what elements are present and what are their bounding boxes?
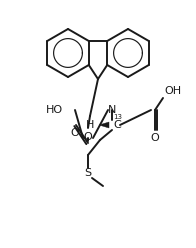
- Text: 13: 13: [113, 114, 122, 120]
- Text: HO: HO: [46, 105, 63, 115]
- Text: S: S: [84, 168, 92, 178]
- Text: H: H: [86, 120, 94, 130]
- Polygon shape: [99, 122, 109, 128]
- Text: O: O: [71, 128, 79, 138]
- Text: N: N: [108, 105, 116, 115]
- Text: O: O: [84, 132, 92, 142]
- Text: C: C: [113, 120, 121, 130]
- Text: O: O: [151, 133, 159, 143]
- Text: OH: OH: [164, 86, 181, 96]
